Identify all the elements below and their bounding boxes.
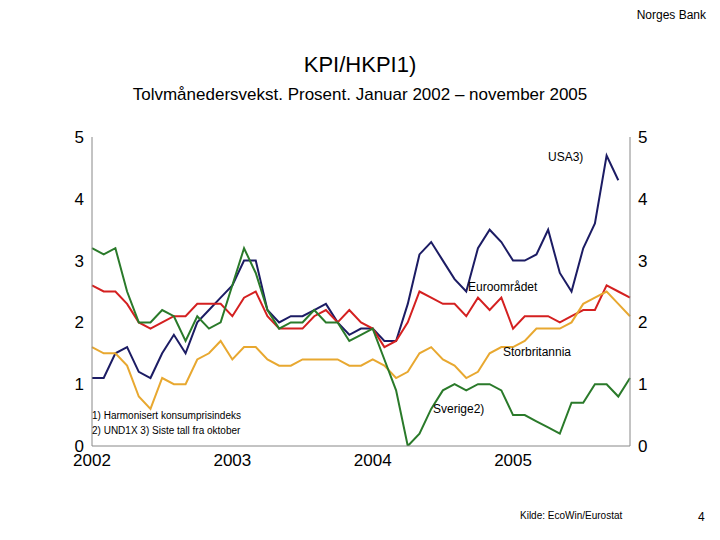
svg-text:0: 0 bbox=[75, 437, 84, 456]
html-text:Tolvmånedersvekst. Prosent. Ja: Tolvmånedersvekst. Prosent. Januar 2002 … bbox=[132, 85, 588, 104]
svg-text:2: 2 bbox=[75, 313, 84, 332]
svg-text:2004: 2004 bbox=[354, 451, 392, 470]
html-text:USA3): USA3) bbox=[548, 150, 584, 164]
html-text:KPI/HKPI1): KPI/HKPI1) bbox=[303, 52, 417, 77]
svg-text:3: 3 bbox=[75, 252, 84, 271]
html-text:Euroområdet: Euroområdet bbox=[468, 280, 538, 294]
html-text:1) Harmonisert konsumprisindek: 1) Harmonisert konsumprisindeks bbox=[92, 410, 241, 421]
svg-text:5: 5 bbox=[638, 128, 647, 147]
svg-text:2002: 2002 bbox=[73, 451, 111, 471]
svg-text:1: 1 bbox=[638, 375, 647, 394]
svg-text:0: 0 bbox=[638, 437, 647, 456]
svg-text:4: 4 bbox=[75, 190, 84, 209]
html-text:2) UND1X 3) Siste tall fra okt: 2) UND1X 3) Siste tall fra oktober bbox=[92, 425, 241, 436]
svg-text:2: 2 bbox=[638, 313, 647, 332]
svg-text:1: 1 bbox=[75, 375, 84, 394]
html-text:4: 4 bbox=[698, 510, 705, 524]
svg-text:3: 3 bbox=[638, 252, 647, 271]
html-text:Storbritannia: Storbritannia bbox=[503, 345, 571, 359]
svg-text:2003: 2003 bbox=[213, 451, 251, 470]
html-text:Norges Bank: Norges Bank bbox=[636, 8, 706, 22]
svg-text:5: 5 bbox=[75, 128, 84, 147]
svg-text:4: 4 bbox=[638, 190, 647, 209]
svg-text:2005: 2005 bbox=[494, 451, 532, 470]
html-text:Sverige2): Sverige2) bbox=[433, 402, 485, 416]
html-text:Kilde: EcoWin/Eurostat: Kilde: EcoWin/Eurostat bbox=[520, 510, 623, 521]
